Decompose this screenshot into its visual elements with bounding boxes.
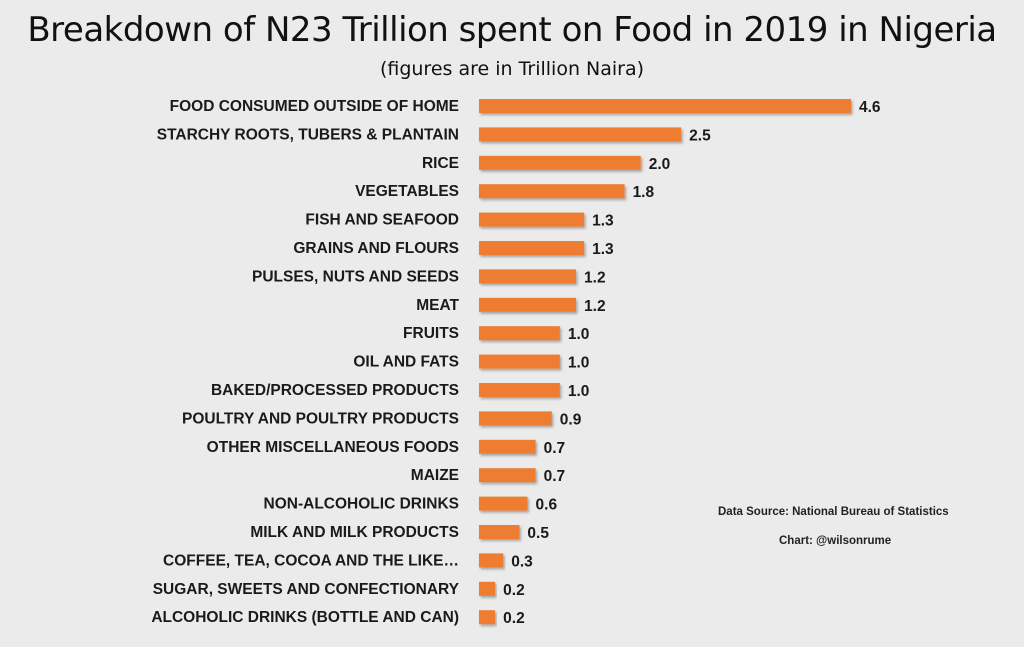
value-label: 1.8 xyxy=(633,184,655,201)
value-label: 1.0 xyxy=(568,355,590,372)
bar xyxy=(479,212,585,227)
bar xyxy=(479,553,504,568)
value-label: 0.9 xyxy=(560,411,582,428)
value-label: 0.3 xyxy=(511,553,533,570)
category-label: RICE xyxy=(422,155,459,172)
category-label: VEGETABLES xyxy=(355,183,459,200)
category-label: PULSES, NUTS AND SEEDS xyxy=(252,268,459,285)
bar xyxy=(479,581,496,596)
value-label: 1.2 xyxy=(584,298,606,315)
bar xyxy=(479,127,682,142)
category-label: MEAT xyxy=(416,297,459,314)
data-source-note: Data Source: National Bureau of Statisti… xyxy=(718,506,949,518)
category-label: COFFEE, TEA, COCOA AND THE LIKE… xyxy=(163,552,459,569)
chart-title: Breakdown of N23 Trillion spent on Food … xyxy=(27,10,997,50)
value-label: 0.5 xyxy=(527,525,549,542)
category-label: OTHER MISCELLANEOUS FOODS xyxy=(207,439,459,456)
category-label: NON-ALCOHOLIC DRINKS xyxy=(264,496,459,513)
value-label: 0.7 xyxy=(544,468,566,485)
category-label: GRAINS AND FLOURS xyxy=(293,240,459,257)
value-label: 2.0 xyxy=(649,156,671,173)
chart-subtitle: (figures are in Trillion Naira) xyxy=(379,58,645,80)
bar xyxy=(479,297,577,312)
chart-credit-note: Chart: @wilsonrume xyxy=(779,535,892,547)
category-label: STARCHY ROOTS, TUBERS & PLANTAIN xyxy=(157,126,459,143)
bar xyxy=(479,496,528,511)
bar xyxy=(479,184,625,199)
category-label: ALCOHOLIC DRINKS (BOTTLE AND CAN) xyxy=(151,609,459,626)
category-label: OIL AND FATS xyxy=(353,354,459,371)
value-label: 4.6 xyxy=(859,99,881,116)
bar xyxy=(479,354,560,369)
bar xyxy=(479,468,536,483)
value-label: 2.5 xyxy=(689,127,711,144)
category-label: POULTRY AND POULTRY PRODUCTS xyxy=(182,410,459,427)
value-label: 0.6 xyxy=(536,497,558,514)
value-label: 1.0 xyxy=(568,383,590,400)
value-label: 1.3 xyxy=(592,213,614,230)
bar xyxy=(479,99,851,113)
value-label: 1.3 xyxy=(592,241,614,258)
bar xyxy=(479,411,552,426)
value-label: 0.2 xyxy=(503,610,525,627)
category-label: FISH AND SEAFOOD xyxy=(305,212,459,229)
bar xyxy=(479,326,560,341)
value-label: 1.2 xyxy=(584,269,606,286)
value-label: 0.2 xyxy=(503,582,525,599)
category-label: MAIZE xyxy=(411,467,459,484)
bars-group: FOOD CONSUMED OUTSIDE OF HOME 4.6 STARCHY … xyxy=(151,98,881,627)
bar xyxy=(479,439,536,454)
bar xyxy=(479,383,560,397)
value-label: 0.7 xyxy=(544,440,566,457)
bar xyxy=(479,241,585,255)
category-label: MILK AND MILK PRODUCTS xyxy=(250,524,459,541)
value-label: 1.0 xyxy=(568,326,590,343)
bar xyxy=(479,269,577,284)
bar xyxy=(479,610,496,625)
category-label: FRUITS xyxy=(403,325,459,342)
category-label: SUGAR, SWEETS AND CONFECTIONARY xyxy=(153,581,460,598)
bar xyxy=(479,525,520,539)
category-label: BAKED/PROCESSED PRODUCTS xyxy=(211,382,459,399)
bar xyxy=(479,155,641,170)
category-label: FOOD CONSUMED OUTSIDE OF HOME xyxy=(170,98,459,115)
